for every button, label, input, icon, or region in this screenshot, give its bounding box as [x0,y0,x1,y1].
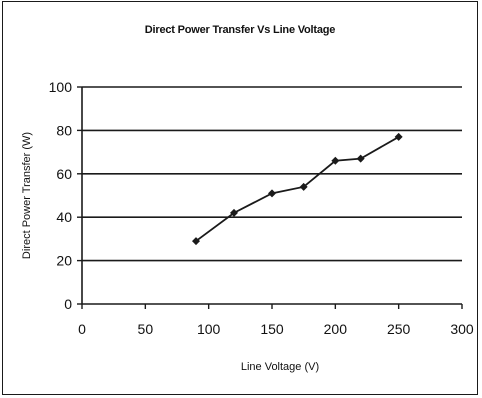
y-tick-label-20: 20 [56,253,72,269]
data-point-150 [268,189,276,198]
y-tick-label-100: 100 [49,79,73,95]
y-tick-label-0: 0 [64,296,72,312]
y-tick-label-80: 80 [56,122,72,138]
data-point-220 [356,154,365,163]
x-tick-label-150: 150 [260,321,284,337]
chart-title: Direct Power Transfer Vs Line Voltage [144,24,336,36]
x-axis-label: Line Voltage (V) [241,361,319,373]
x-tick-label-50: 50 [138,321,154,337]
x-tick-label-250: 250 [387,321,411,337]
y-tick-label-40: 40 [56,209,72,225]
grid-layer [82,86,462,262]
series-layer [192,132,403,246]
axis-layer: 0 20 40 60 80 100 0 50 100 150 200 250 300 [49,79,474,337]
label-layer: Line Voltage (V) Direct Power Transfer (… [21,132,319,373]
data-point-120 [230,208,238,217]
series-line-0 [195,136,400,242]
data-point-175 [299,182,308,191]
x-tick-label-300: 300 [450,321,474,337]
x-tick-label-200: 200 [324,321,348,337]
x-tick-label-100: 100 [197,321,221,337]
data-point-200 [331,156,340,165]
data-point-250 [394,132,403,141]
data-point-90 [192,237,200,246]
x-tick-label-0: 0 [78,321,86,337]
y-axis-label: Direct Power Transfer (W) [21,132,33,259]
y-tick-label-60: 60 [56,166,72,182]
